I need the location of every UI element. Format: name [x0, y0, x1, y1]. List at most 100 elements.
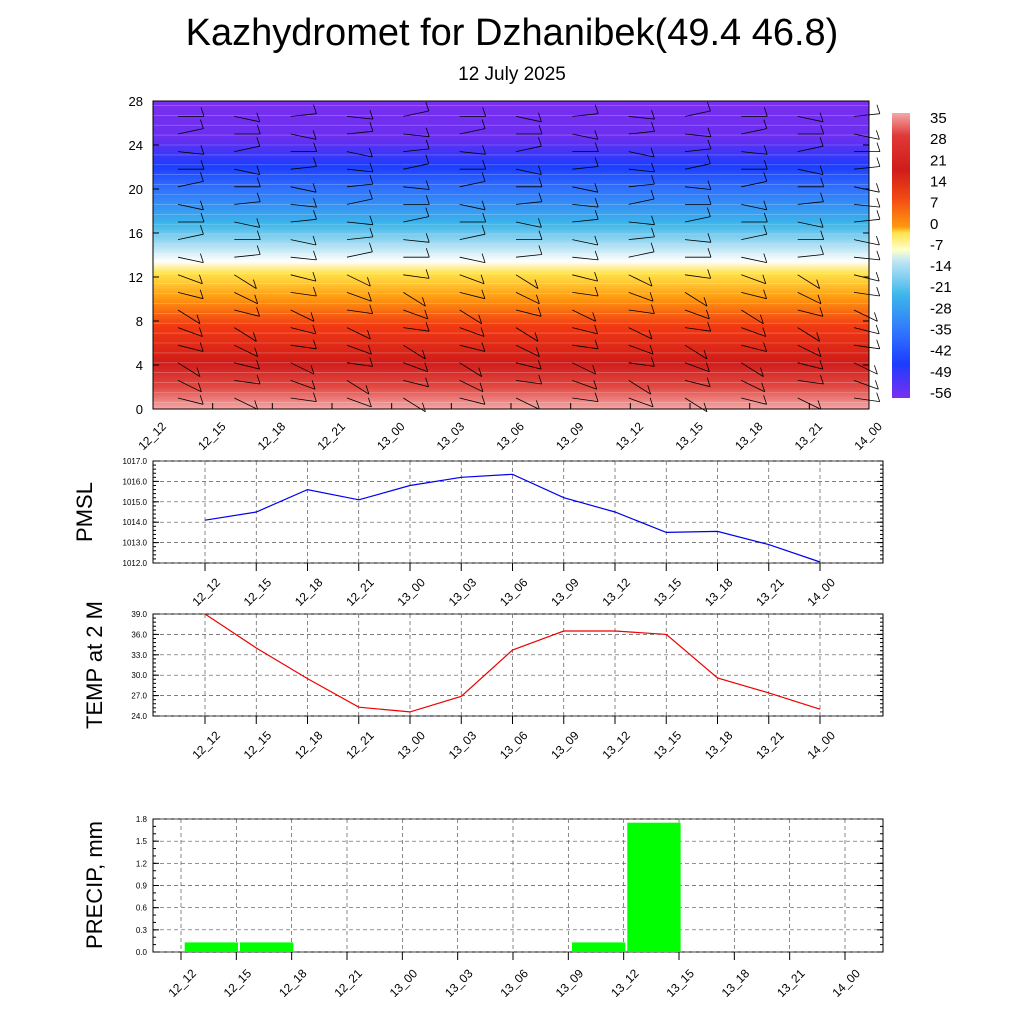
colorbar-label: 0 [930, 216, 938, 233]
wind-barb [177, 145, 205, 155]
wind-barb [515, 137, 542, 152]
wind-barb [797, 344, 822, 357]
wind-barb [290, 339, 317, 350]
wind-barb [741, 342, 767, 352]
wind-barb [459, 119, 486, 135]
colorbar-label: 28 [930, 131, 947, 148]
wind-barb [515, 165, 542, 175]
y-tick-label: 33.0 [131, 651, 147, 660]
wind-barb [403, 248, 430, 258]
colorbar-label: 35 [930, 110, 947, 127]
wind-barb [741, 380, 766, 393]
wind-barb [290, 197, 317, 208]
y-tick-label: 28 [129, 94, 143, 109]
wind-barb [797, 292, 822, 305]
wind-barb [177, 395, 204, 405]
y-tick-label: 1016.0 [123, 477, 148, 486]
wind-barb [797, 359, 824, 370]
wind-barb [346, 174, 374, 188]
wind-barb [234, 307, 260, 317]
y-axis-label: PRECIP, mm [82, 821, 107, 949]
wind-barb [797, 177, 825, 188]
x-tick-label: 14_00 [804, 575, 838, 609]
x-tick-label: 13_21 [753, 575, 787, 609]
wind-barb [459, 395, 486, 405]
wind-barb [234, 274, 257, 289]
x-tick-label: 13_06 [497, 966, 531, 1000]
wind-barb [853, 104, 881, 117]
x-tick-label: 14_00 [829, 966, 863, 1000]
wind-barb [459, 225, 486, 240]
wind-barb [684, 362, 710, 373]
x-tick-label: 12_21 [343, 575, 377, 609]
wind-barb [346, 162, 374, 173]
wind-barb [628, 189, 655, 205]
wind-barb [572, 286, 599, 297]
wind-barb [459, 160, 487, 170]
wind-barb [290, 210, 317, 223]
wind-barb [628, 122, 655, 135]
temp-series-line [204, 613, 821, 713]
y-tick-label: 1014.0 [123, 518, 148, 527]
wind-barb [684, 269, 712, 279]
y-tick-label: 12 [129, 270, 143, 285]
wind-barb [290, 324, 317, 335]
wind-barb [403, 127, 430, 138]
wind-barb [741, 309, 764, 325]
y-tick-label: 1017.0 [123, 457, 148, 466]
x-tick-label: 12_12 [165, 966, 199, 1000]
x-tick-label: 13_12 [599, 728, 633, 762]
colorbar-label: -56 [930, 385, 952, 402]
wind-barb [178, 107, 205, 117]
colorbar-label: 14 [930, 173, 947, 190]
wind-barb [403, 139, 430, 152]
y-axis-label: TEMP at 2 M [82, 601, 107, 729]
wind-barb [177, 342, 204, 352]
wind-barb [853, 271, 880, 282]
wind-barb [290, 104, 317, 117]
wind-barb [290, 235, 317, 246]
wind-barb [346, 109, 374, 120]
x-tick-label: 13_18 [702, 728, 736, 762]
wind-barb [684, 322, 712, 332]
y-tick-label: 39.0 [131, 610, 147, 619]
wind-barb [684, 101, 711, 117]
wind-barb [628, 147, 655, 158]
wind-barb [290, 271, 317, 282]
wind-barb [628, 109, 655, 120]
x-tick-label: 12_18 [276, 966, 310, 1000]
wind-barb [853, 157, 881, 170]
wind-barb [459, 200, 486, 211]
wind-barb [628, 274, 653, 287]
wind-barb [853, 380, 879, 390]
wind-barb [628, 344, 654, 355]
wind-barb [459, 342, 486, 352]
wind-barb [741, 145, 768, 155]
wind-barb [515, 397, 540, 410]
x-tick-label: 13_12 [613, 419, 647, 453]
precip-bar [184, 942, 238, 952]
wind-barb [572, 142, 599, 152]
wind-barb [685, 248, 712, 258]
wind-barb [628, 357, 655, 367]
wind-barb [234, 230, 261, 240]
wind-barb [515, 112, 542, 123]
wind-barb [741, 274, 767, 285]
wind-barb [234, 124, 261, 135]
wind-barb [290, 309, 315, 322]
wind-barb [741, 289, 767, 300]
wind-barb [684, 139, 712, 152]
wind-barbs [177, 101, 881, 413]
wind-barb [290, 392, 317, 402]
x-tick-label: 13_09 [553, 419, 587, 453]
wind-barb [684, 309, 710, 320]
wind-barb [628, 380, 652, 395]
wind-barb [177, 274, 203, 285]
wind-barb [797, 274, 821, 289]
wind-barb [684, 180, 712, 190]
wind-barb [853, 197, 881, 208]
x-tick-label: 12_21 [343, 728, 377, 762]
y-axis-label: PMSL [72, 482, 97, 542]
x-tick-label: 13_15 [672, 419, 706, 453]
wind-barb [684, 292, 708, 307]
